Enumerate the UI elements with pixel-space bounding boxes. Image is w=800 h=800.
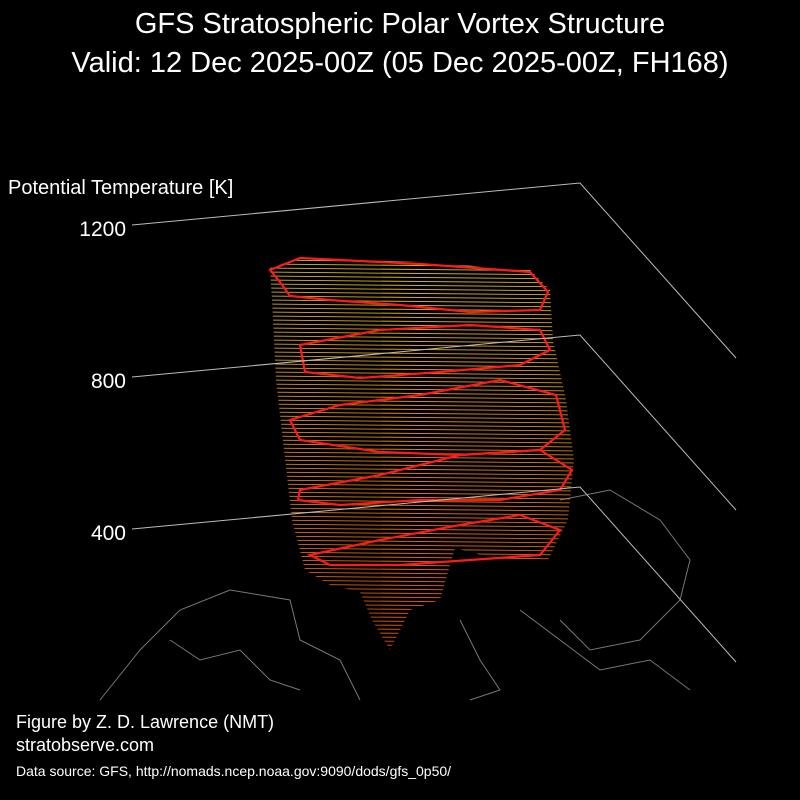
isentrope-line [270, 535, 574, 540]
isentrope-line [270, 259, 574, 264]
isentrope-line [270, 339, 574, 344]
isentrope-line [270, 395, 574, 400]
isentrope-line [270, 435, 574, 440]
isentrope-line [270, 343, 574, 348]
vortex-contours [268, 256, 574, 567]
isentrope-line [270, 627, 574, 632]
isentrope-line [270, 431, 574, 436]
isentrope-line [270, 587, 574, 592]
isentrope-line [270, 603, 574, 608]
isentrope-line [270, 363, 574, 368]
isentrope-line [270, 635, 574, 640]
isentrope-line [270, 639, 574, 644]
isentrope-line [270, 299, 574, 304]
isentrope-line [270, 439, 574, 444]
grid-line [131, 486, 737, 663]
isentrope-line [270, 647, 574, 650]
isentrope-line [270, 459, 574, 464]
isentrope-line [270, 483, 574, 488]
isentrope-line [270, 367, 574, 372]
isentrope-line [260, 656, 580, 659]
isentrope-line [270, 607, 574, 612]
isentrope-line [270, 427, 574, 432]
isentrope-line [270, 283, 574, 288]
isentrope-line [270, 539, 574, 544]
isentrope-line [270, 591, 574, 596]
isentrope-line [270, 455, 574, 460]
basemap [99, 489, 691, 701]
isentrope-line [270, 423, 574, 428]
isentrope-line [270, 479, 574, 484]
isentrope-line [270, 387, 574, 392]
isentrope-line [270, 583, 574, 588]
isentrope-line [270, 407, 574, 412]
z-tick-label: 1200 [79, 218, 126, 241]
isentrope-line [270, 391, 574, 396]
isentrope-line [270, 519, 574, 524]
isentrope-line [270, 295, 574, 300]
isentrope-line [270, 599, 574, 604]
isentrope-line [270, 279, 574, 284]
isentrope-line [270, 383, 574, 388]
isentrope-line [270, 475, 574, 480]
grid-line [131, 334, 737, 511]
isentrope-line [270, 579, 574, 584]
isentrope-line [270, 267, 574, 272]
isentrope-line [270, 403, 574, 408]
isentrope-line [270, 331, 574, 336]
isentrope-line [270, 443, 574, 448]
isentrope-line [270, 547, 574, 552]
isentrope-line [270, 551, 574, 556]
isentrope-line [270, 543, 574, 548]
isentrope-line [270, 467, 574, 472]
isentrope-line [270, 415, 574, 420]
isentrope-line [270, 419, 574, 424]
isentrope-line [270, 315, 574, 320]
isentrope-line [270, 507, 574, 512]
isentrope-line [270, 275, 574, 280]
z-axis-label: Potential Temperature [K] [8, 177, 233, 199]
z-axis: 400 800 1200 [79, 182, 737, 663]
vortex-body [260, 258, 580, 659]
isentrope-line [270, 595, 574, 600]
isentrope-line [270, 379, 574, 384]
z-tick-label: 800 [91, 370, 126, 393]
data-source: Data source: GFS, http://nomads.ncep.noa… [16, 763, 451, 779]
grid-line [131, 182, 737, 359]
isentrope-line [270, 631, 574, 636]
isentrope-line [270, 619, 574, 624]
isentrope-line [270, 303, 574, 308]
chart-subtitle: Valid: 12 Dec 2025-00Z (05 Dec 2025-00Z,… [71, 47, 728, 79]
isentrope-line [270, 471, 574, 476]
isentrope-line [270, 571, 574, 576]
isentrope-line [270, 311, 574, 316]
isentrope-line [270, 503, 574, 508]
isentrope-line [270, 375, 574, 380]
isentrope-line [270, 355, 574, 360]
isentrope-line [270, 271, 574, 276]
credit: Figure by Z. D. Lawrence (NMT) [16, 712, 274, 732]
isentrope-line [270, 495, 574, 500]
isentrope-line [270, 399, 574, 404]
isentrope-line [270, 291, 574, 296]
isentrope-line [270, 567, 574, 572]
isentrope-line [270, 319, 574, 324]
isentrope-line [270, 335, 574, 340]
isentrope-line [270, 527, 574, 532]
website: stratobserve.com [16, 735, 154, 755]
isentrope-line [270, 287, 574, 292]
isentrope-line [270, 611, 574, 616]
z-tick-label: 400 [91, 522, 126, 545]
isentrope-line [270, 575, 574, 580]
isentrope-line [260, 652, 580, 655]
isentrope-line [270, 523, 574, 528]
isentrope-line [270, 623, 574, 628]
isentrope-line [270, 351, 574, 356]
isentrope-line [270, 323, 574, 328]
isentrope-line [270, 327, 574, 332]
chart-title: GFS Stratospheric Polar Vortex Structure [135, 8, 665, 40]
